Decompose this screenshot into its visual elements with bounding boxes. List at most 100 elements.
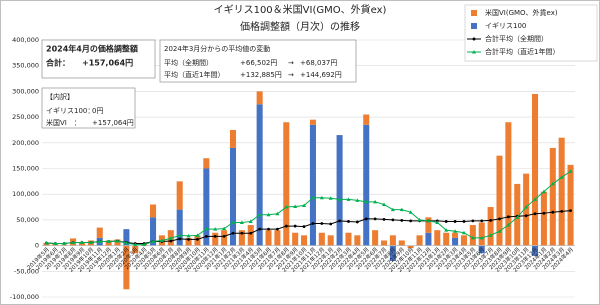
- y-tick-label: -50,000: [14, 267, 39, 275]
- y-tick-label: 0: [35, 242, 39, 250]
- line-marker: [213, 227, 218, 231]
- bar: [443, 232, 450, 246]
- line-marker: [213, 234, 217, 238]
- bar: [78, 243, 85, 246]
- bar: [221, 230, 228, 246]
- bar: [407, 245, 414, 249]
- line-marker: [293, 204, 298, 209]
- bar: [478, 222, 485, 246]
- bar: [309, 119, 316, 125]
- line-marker: [284, 205, 289, 209]
- line-marker: [293, 224, 297, 228]
- annotation-text: →: [288, 59, 294, 67]
- bar: [469, 225, 476, 246]
- bar: [256, 91, 263, 105]
- line-marker: [168, 236, 173, 240]
- bar: [558, 137, 565, 246]
- legend-marker: [472, 50, 476, 54]
- bar: [274, 230, 281, 246]
- line-marker: [391, 218, 395, 222]
- bar: [460, 235, 467, 246]
- bar: [567, 164, 574, 246]
- line-marker: [373, 217, 377, 221]
- legend-label: イギリス100: [485, 22, 526, 30]
- bar: [505, 122, 512, 246]
- line-marker: [480, 219, 484, 223]
- bar: [185, 237, 192, 246]
- annotation-text: +132,885円: [240, 71, 282, 79]
- line-marker: [409, 219, 413, 223]
- annotation-title: 2024年4月の価格調整額: [46, 44, 138, 54]
- line-marker: [382, 202, 387, 206]
- line-marker: [506, 215, 510, 219]
- bar: [532, 93, 539, 246]
- line-marker: [178, 237, 182, 241]
- bar: [487, 207, 494, 246]
- bar: [398, 240, 405, 246]
- line-marker: [151, 239, 156, 243]
- line-marker: [266, 212, 271, 217]
- legend-swatch: [471, 10, 477, 16]
- annotation-text: +144,692円: [300, 71, 342, 79]
- line-marker: [319, 195, 324, 200]
- bar: [292, 232, 299, 246]
- line-marker: [382, 217, 386, 221]
- line-marker: [284, 224, 288, 228]
- bar: [514, 183, 521, 246]
- bar: [434, 230, 441, 246]
- bar: [496, 155, 503, 246]
- line-marker: [239, 220, 244, 224]
- annotation-text: 米国VI ：: [46, 118, 81, 127]
- line-marker: [231, 231, 235, 235]
- chart-subtitle: 価格調整額（月次）の推移: [240, 20, 360, 33]
- line-marker: [302, 225, 306, 228]
- line-marker: [204, 234, 208, 238]
- line-marker: [524, 214, 528, 218]
- line-marker: [53, 241, 58, 246]
- line-marker: [373, 199, 378, 204]
- line-marker: [275, 211, 280, 216]
- line-marker: [204, 227, 209, 231]
- bar: [354, 235, 361, 246]
- line-marker: [506, 223, 511, 227]
- bar: [238, 230, 245, 246]
- bar: [318, 232, 325, 246]
- bar: [363, 124, 370, 246]
- annotation-title: 2024年3月分からの平均値の変動: [164, 44, 270, 53]
- line-marker: [417, 217, 422, 222]
- line-marker: [408, 210, 413, 214]
- line-marker: [390, 207, 395, 212]
- line-marker: [230, 220, 235, 224]
- line: [46, 170, 571, 246]
- y-tick-label: 300,000: [12, 87, 39, 95]
- line-marker: [196, 238, 199, 241]
- line-marker: [106, 239, 111, 243]
- legend-label: 合計平均（全期間）: [485, 34, 548, 43]
- line-marker: [364, 217, 368, 221]
- bar: [123, 245, 130, 290]
- line-marker: [426, 218, 431, 223]
- bar: [114, 239, 121, 246]
- line-marker: [453, 229, 458, 233]
- line-marker: [186, 233, 191, 238]
- annotation-text: 合計：: [45, 58, 70, 68]
- line-marker: [302, 203, 307, 208]
- line-marker: [444, 228, 449, 232]
- annotation-box: [41, 39, 156, 79]
- bar: [532, 245, 539, 256]
- line-marker: [470, 235, 475, 240]
- line-marker: [515, 215, 520, 219]
- line-marker: [195, 233, 200, 237]
- line-marker: [276, 227, 279, 231]
- line-marker: [355, 198, 360, 202]
- line-marker: [177, 233, 182, 237]
- y-tick-label: 50,000: [16, 216, 39, 224]
- annotation-text: イギリス100：: [46, 107, 94, 115]
- line-marker: [497, 229, 502, 233]
- line-marker: [187, 238, 190, 241]
- legend-label: 米国VI(GMO、外貨ex): [485, 8, 558, 17]
- annotation-box: [159, 39, 357, 83]
- bar: [150, 217, 157, 246]
- line-marker: [533, 212, 537, 216]
